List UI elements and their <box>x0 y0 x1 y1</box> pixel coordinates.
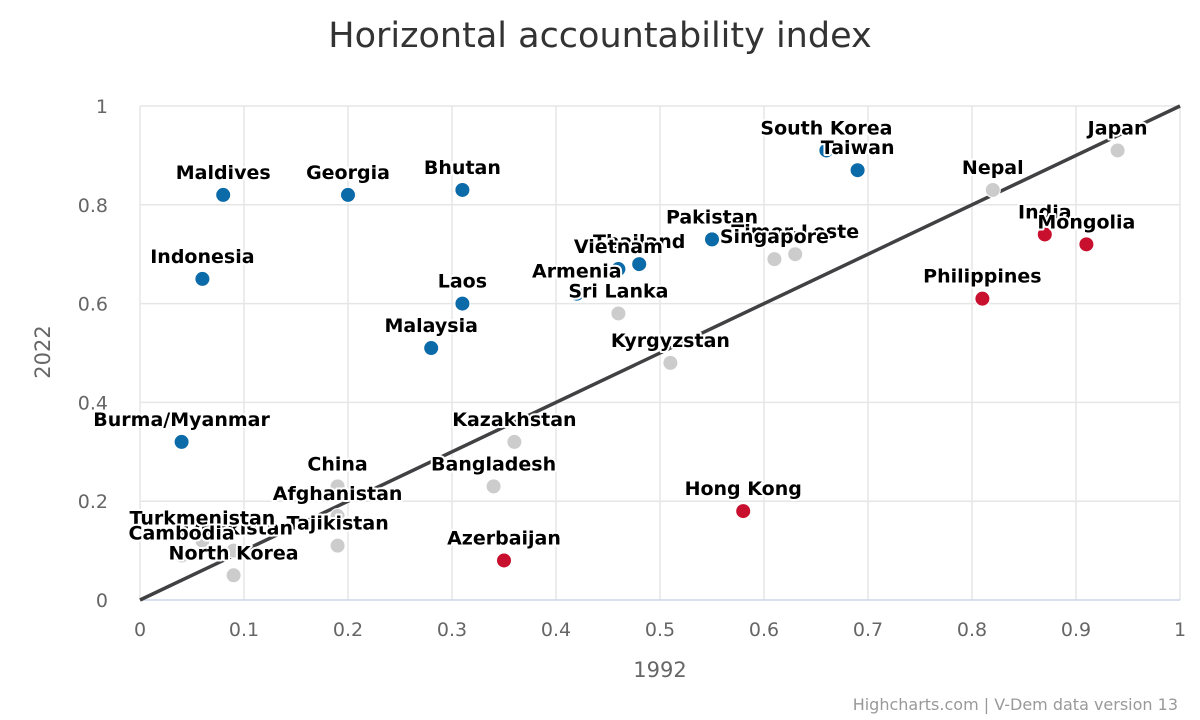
data-label: Singapore <box>720 226 829 248</box>
data-point-nepal[interactable] <box>984 181 1001 198</box>
y-tick-label: 0.4 <box>78 392 108 414</box>
data-label: India <box>1018 201 1072 223</box>
x-tick-label: 0.1 <box>229 619 259 641</box>
data-points <box>173 142 1126 584</box>
x-tick-label: 0.4 <box>541 619 571 641</box>
chart-title: Horizontal accountability index <box>328 16 871 56</box>
x-tick-label: 0.9 <box>1061 619 1091 641</box>
data-label: Uzbekistan <box>174 518 293 540</box>
data-point-vietnam[interactable] <box>610 261 627 278</box>
data-labels: Maldives Georgia Bhutan Indonesia Laos Malays… <box>91 115 1149 566</box>
data-label: Pakistan <box>666 206 758 228</box>
x-tick-label: 0.3 <box>437 619 467 641</box>
data-label: Azerbaijan <box>447 527 561 549</box>
data-label: South Korea <box>760 117 892 139</box>
data-point-philippines[interactable] <box>974 290 991 307</box>
data-label: Tajikistan <box>286 513 388 535</box>
data-label: Mongolia <box>1037 211 1135 233</box>
data-point-japan[interactable] <box>1109 142 1126 159</box>
data-label: Malaysia <box>384 315 478 337</box>
data-point-burma-myanmar[interactable] <box>173 433 190 450</box>
data-label: Vietnam <box>574 236 663 258</box>
data-point-thailand[interactable] <box>631 256 648 273</box>
data-label: Bhutan <box>424 157 501 179</box>
data-label: Bangladesh <box>431 453 556 475</box>
data-point-mongolia[interactable] <box>1078 236 1095 253</box>
chart-credits[interactable]: Highcharts.com | V-Dem data version 13 <box>853 695 1178 714</box>
x-tick-label: 0.8 <box>957 619 987 641</box>
x-tick-label: 0 <box>134 619 146 641</box>
reference-line <box>139 104 1181 602</box>
x-axis-title: 1992 <box>633 658 686 682</box>
data-point-kazakhstan[interactable] <box>506 433 523 450</box>
data-label: Taiwan <box>821 137 895 159</box>
x-tick-label: 0.7 <box>853 619 883 641</box>
data-point-bhutan[interactable] <box>454 181 471 198</box>
data-label: Afghanistan <box>273 483 403 505</box>
data-label: Laos <box>438 271 487 293</box>
data-point-south-korea[interactable] <box>818 142 835 159</box>
data-label: Japan <box>1086 117 1148 139</box>
data-point-maldives[interactable] <box>215 186 232 203</box>
data-point-sri-lanka[interactable] <box>610 305 627 322</box>
axes: 0 0.1 0.2 0.3 0.4 0.5 0.6 0.7 0.8 0.9 1 0 0.2 0.4 0.6 0… <box>78 96 1186 641</box>
data-label: Kazakhstan <box>452 409 576 431</box>
reference-line-layer <box>139 104 1181 602</box>
x-tick-label: 1 <box>1174 619 1186 641</box>
y-axis-title: 2022 <box>31 325 55 378</box>
data-point-pakistan[interactable] <box>704 231 720 248</box>
data-point-china[interactable] <box>329 478 346 495</box>
data-point-azerbaijan[interactable] <box>496 552 512 569</box>
x-tick-label: 0.5 <box>645 619 675 641</box>
data-point-cambodia[interactable] <box>173 547 190 564</box>
data-point-georgia[interactable] <box>340 186 356 203</box>
data-label: Maldives <box>176 162 271 184</box>
data-point-malaysia[interactable] <box>423 340 440 357</box>
data-point-india[interactable] <box>1036 226 1053 243</box>
data-point-uzbekistan[interactable] <box>225 542 242 559</box>
data-point-turkmenistan[interactable] <box>194 532 211 549</box>
data-point-timor-leste[interactable] <box>787 246 804 263</box>
y-tick-label: 0.2 <box>78 491 108 513</box>
y-tick-label: 0.8 <box>78 195 108 217</box>
data-label: China <box>307 453 367 475</box>
data-point-afghanistan[interactable] <box>329 508 346 525</box>
data-label: Kyrgyzstan <box>611 330 730 352</box>
data-point-kyrgyzstan[interactable] <box>662 354 679 371</box>
data-point-tajikistan[interactable] <box>329 537 346 554</box>
data-label: Georgia <box>306 162 390 184</box>
data-point-north-korea[interactable] <box>225 567 242 584</box>
y-tick-label: 1 <box>96 96 108 118</box>
data-label: Nepal <box>962 157 1024 179</box>
y-tick-label: 0.6 <box>78 294 108 316</box>
data-label: Thailand <box>593 231 685 253</box>
data-label: Sri Lanka <box>568 280 668 302</box>
data-label: Burma/Myanmar <box>93 409 270 431</box>
data-label: North Korea <box>169 542 299 564</box>
data-point-taiwan[interactable] <box>849 162 866 179</box>
data-label: Indonesia <box>150 246 254 268</box>
data-point-armenia[interactable] <box>568 285 585 302</box>
data-label: Turkmenistan <box>129 508 275 530</box>
data-point-singapore[interactable] <box>766 251 783 268</box>
x-tick-label: 0.6 <box>749 619 779 641</box>
data-label: Philippines <box>923 266 1041 288</box>
data-point-hong-kong[interactable] <box>735 503 752 520</box>
data-point-indonesia[interactable] <box>194 270 211 287</box>
data-point-bangladesh[interactable] <box>485 478 502 495</box>
data-label: Timor-Leste <box>731 221 859 243</box>
data-label: Armenia <box>532 261 622 283</box>
x-tick-label: 0.2 <box>333 619 363 641</box>
data-label: Hong Kong <box>685 478 802 500</box>
y-tick-label: 0 <box>96 590 108 612</box>
data-point-laos[interactable] <box>454 295 471 312</box>
data-label: Cambodia <box>129 523 235 545</box>
